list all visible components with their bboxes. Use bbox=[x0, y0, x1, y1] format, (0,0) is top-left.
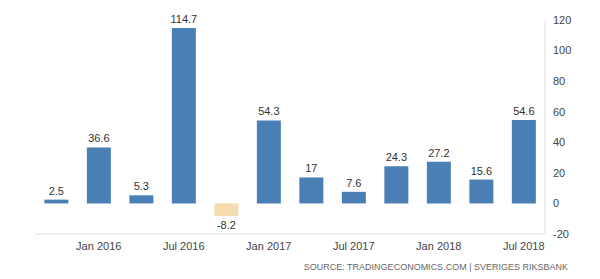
svg-text:5.3: 5.3 bbox=[134, 180, 149, 192]
svg-text:40: 40 bbox=[553, 136, 565, 148]
svg-text:24.3: 24.3 bbox=[386, 151, 407, 163]
svg-text:27.2: 27.2 bbox=[428, 147, 449, 159]
svg-text:120: 120 bbox=[553, 14, 571, 26]
svg-text:100: 100 bbox=[553, 44, 571, 56]
svg-text:Jan 2017: Jan 2017 bbox=[246, 240, 291, 252]
svg-text:Jan 2016: Jan 2016 bbox=[76, 240, 121, 252]
svg-text:17: 17 bbox=[305, 162, 317, 174]
svg-text:20: 20 bbox=[553, 167, 565, 179]
svg-text:80: 80 bbox=[553, 75, 565, 87]
svg-text:114.7: 114.7 bbox=[170, 13, 197, 25]
svg-text:36.6: 36.6 bbox=[88, 132, 109, 144]
svg-text:Jul 2018: Jul 2018 bbox=[503, 240, 545, 252]
svg-text:Jul 2017: Jul 2017 bbox=[333, 240, 375, 252]
svg-text:54.6: 54.6 bbox=[513, 105, 534, 117]
svg-text:60: 60 bbox=[553, 106, 565, 118]
svg-text:54.3: 54.3 bbox=[258, 105, 279, 117]
svg-text:15.6: 15.6 bbox=[471, 165, 492, 177]
svg-text:-20: -20 bbox=[553, 228, 569, 240]
svg-text:-8.2: -8.2 bbox=[217, 219, 236, 231]
svg-text:2.5: 2.5 bbox=[49, 185, 64, 197]
svg-text:0: 0 bbox=[553, 197, 559, 209]
svg-text:7.6: 7.6 bbox=[346, 177, 361, 189]
svg-text:Jul 2016: Jul 2016 bbox=[163, 240, 205, 252]
html-text:SOURCE: TRADINGECONOMICS.COM |: SOURCE: TRADINGECONOMICS.COM | SVERIGES … bbox=[303, 262, 568, 272]
svg-text:Jan 2018: Jan 2018 bbox=[416, 240, 461, 252]
